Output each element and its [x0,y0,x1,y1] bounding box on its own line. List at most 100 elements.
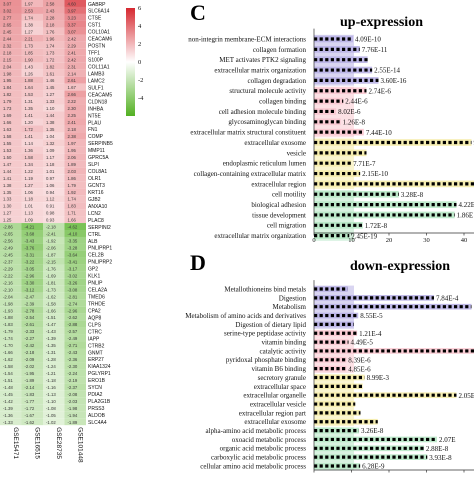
heatmap-cell-value: -2.45 [3,252,13,257]
heatmap-cell-value: -2.88 [68,322,78,327]
heatmap-cell-value: 1.90 [25,57,34,62]
heatmap-cell-value: -2.49 [3,246,13,251]
heatmap-cell-value: -2.36 [68,357,78,362]
heatmap-cell-value: -1.98 [3,301,13,306]
heatmap-cell-value: 2.44 [3,36,12,41]
heatmap-cell-value: -1.72 [25,406,35,411]
heatmap-cell-value: -1.81 [46,280,56,285]
heatmap-gene-label: PNLIP [88,281,103,287]
heatmap-cell-value: 2.41 [68,120,77,125]
category-label: tissue development [252,211,306,219]
heatmap-gene-label: CEL2B [88,253,105,259]
panel-letter-c: C [190,0,206,25]
bar [314,419,378,425]
heatmap-gene-label: CELA2A [88,288,108,294]
heatmap-cell-value: -2.10 [3,287,13,292]
heatmap-cell-value: -2.18 [25,350,35,355]
heatmap-cell-value: -1.31 [46,350,56,355]
heatmap-cell-value: 1.18 [46,162,55,167]
category-label: endoplasmic reticulum lumen [223,160,307,168]
heatmap-gene-label: NT5E [88,113,101,119]
heatmap-cell-value: -3.08 [68,287,78,292]
heatmap-gene-label: LAMB3 [88,71,105,77]
heatmap-cell-value: -3.43 [25,239,35,244]
heatmap-cell-value: 1.82 [3,92,12,97]
heatmap-cell-value: -2.96 [68,308,78,313]
heatmap-cell-value: 2.18 [46,22,55,27]
heatmap-cell-value: 1.43 [25,64,34,69]
heatmap-cell-value: 2.30 [68,106,77,111]
heatmap-cell-value: -1.36 [3,413,13,418]
heatmap-cell-value: 2.65 [3,22,12,27]
heatmap-cell-value: 1.32 [46,141,55,146]
heatmap-cell-value: -1.89 [68,420,78,425]
heatmap-cell-value: -2.06 [46,246,56,251]
heatmap-cell-value: 2.22 [68,99,77,104]
heatmap-cell-value: 2.42 [68,57,77,62]
heatmap-cell-value: 1.58 [25,155,34,160]
heatmap-gene-label: FN1 [88,127,98,133]
p-value-label: 4.49E-5 [351,339,374,347]
heatmap-column-label: GSE16515 [33,427,40,459]
heatmap-gene-label: PLAU [88,120,101,126]
category-label: collagen formation [253,46,307,54]
heatmap-cell-value: 0.98 [46,211,55,216]
heatmap-cell-value: 1.22 [25,169,34,174]
category-label: extracellular matrix structural constitu… [190,129,306,137]
heatmap-cell-value: 0.94 [46,190,55,195]
heatmap-cell-value: -2.43 [68,350,78,355]
heatmap-cell-value: 1.14 [25,141,34,146]
heatmap-cell-value: 1.74 [46,43,55,48]
heatmap-gene-label: TMED6 [88,295,105,301]
heatmap-cell-value: 1.47 [3,162,12,167]
heatmap-cell-value: -2.81 [68,294,78,299]
p-value-label: 7.84E-4 [436,294,459,302]
group-band [314,374,354,426]
p-value-label: 2.05E [459,392,474,400]
bar [314,201,457,208]
heatmap-cell-value: 1.66 [68,218,77,223]
heatmap-cell-value: -1.62 [46,294,56,299]
heatmap-cell-value: -2.04 [3,294,13,299]
heatmap-gene-label: CTRC [88,329,102,335]
category-label: cell adhesion molecule binding [219,108,307,116]
heatmap-cell-value: -3.76 [25,246,35,251]
heatmap-cell-value: -1.47 [46,322,56,327]
heatmap-cell-value: 2.14 [68,71,77,76]
heatmap-cell-value: -3.28 [68,246,78,251]
heatmap-gene-label: CEACAM6 [88,37,112,43]
heatmap-cell-value: -3.35 [68,239,78,244]
category-label: extracellular matrix organization [214,66,306,74]
bar [314,77,379,84]
heatmap-cell-value: 1.79 [3,99,12,104]
heatmap-cell-value: -4.62 [68,225,78,230]
category-label: cell migration [267,222,307,230]
heatmap-cell-value: -2.08 [68,392,78,397]
x-tick-label: 20 [386,237,393,244]
heatmap-cell-value: 1.64 [25,85,34,90]
heatmap-gene-label: KIAA1324 [88,364,111,370]
heatmap-gene-label: GCNT3 [88,183,105,189]
panel-c-title: up-expression [340,15,423,30]
category-label: Metabolism [273,303,307,311]
category-label: alpha-amino acid metabolic process [206,427,307,435]
heatmap-cell-value: 1.10 [46,106,55,111]
heatmap-gene-label: PDIA2 [88,392,103,398]
heatmap-cell-value: -2.62 [68,315,78,320]
colorbar-tick-label: 0 [138,59,141,66]
heatmap-cell-value: -1.05 [46,413,56,418]
bar [314,357,346,363]
heatmap-cell-value: 2.15 [3,57,12,62]
p-value-label: 8.02E-6 [338,108,361,116]
p-value-label: 3.60E-16 [381,77,407,85]
heatmap-cell-value: 1.27 [25,29,34,34]
heatmap-cell-value: -1.08 [46,406,56,411]
heatmap-cell-value: -1.62 [25,420,35,425]
heatmap-cell-value: 1.26 [25,71,34,76]
bar [314,392,457,398]
heatmap-cell-value: 1.86 [68,176,77,181]
heatmap-cell-value: -2.30 [68,364,78,369]
heatmap-cell-value: 1.79 [68,183,77,188]
heatmap-gene-label: S100P [88,58,104,64]
